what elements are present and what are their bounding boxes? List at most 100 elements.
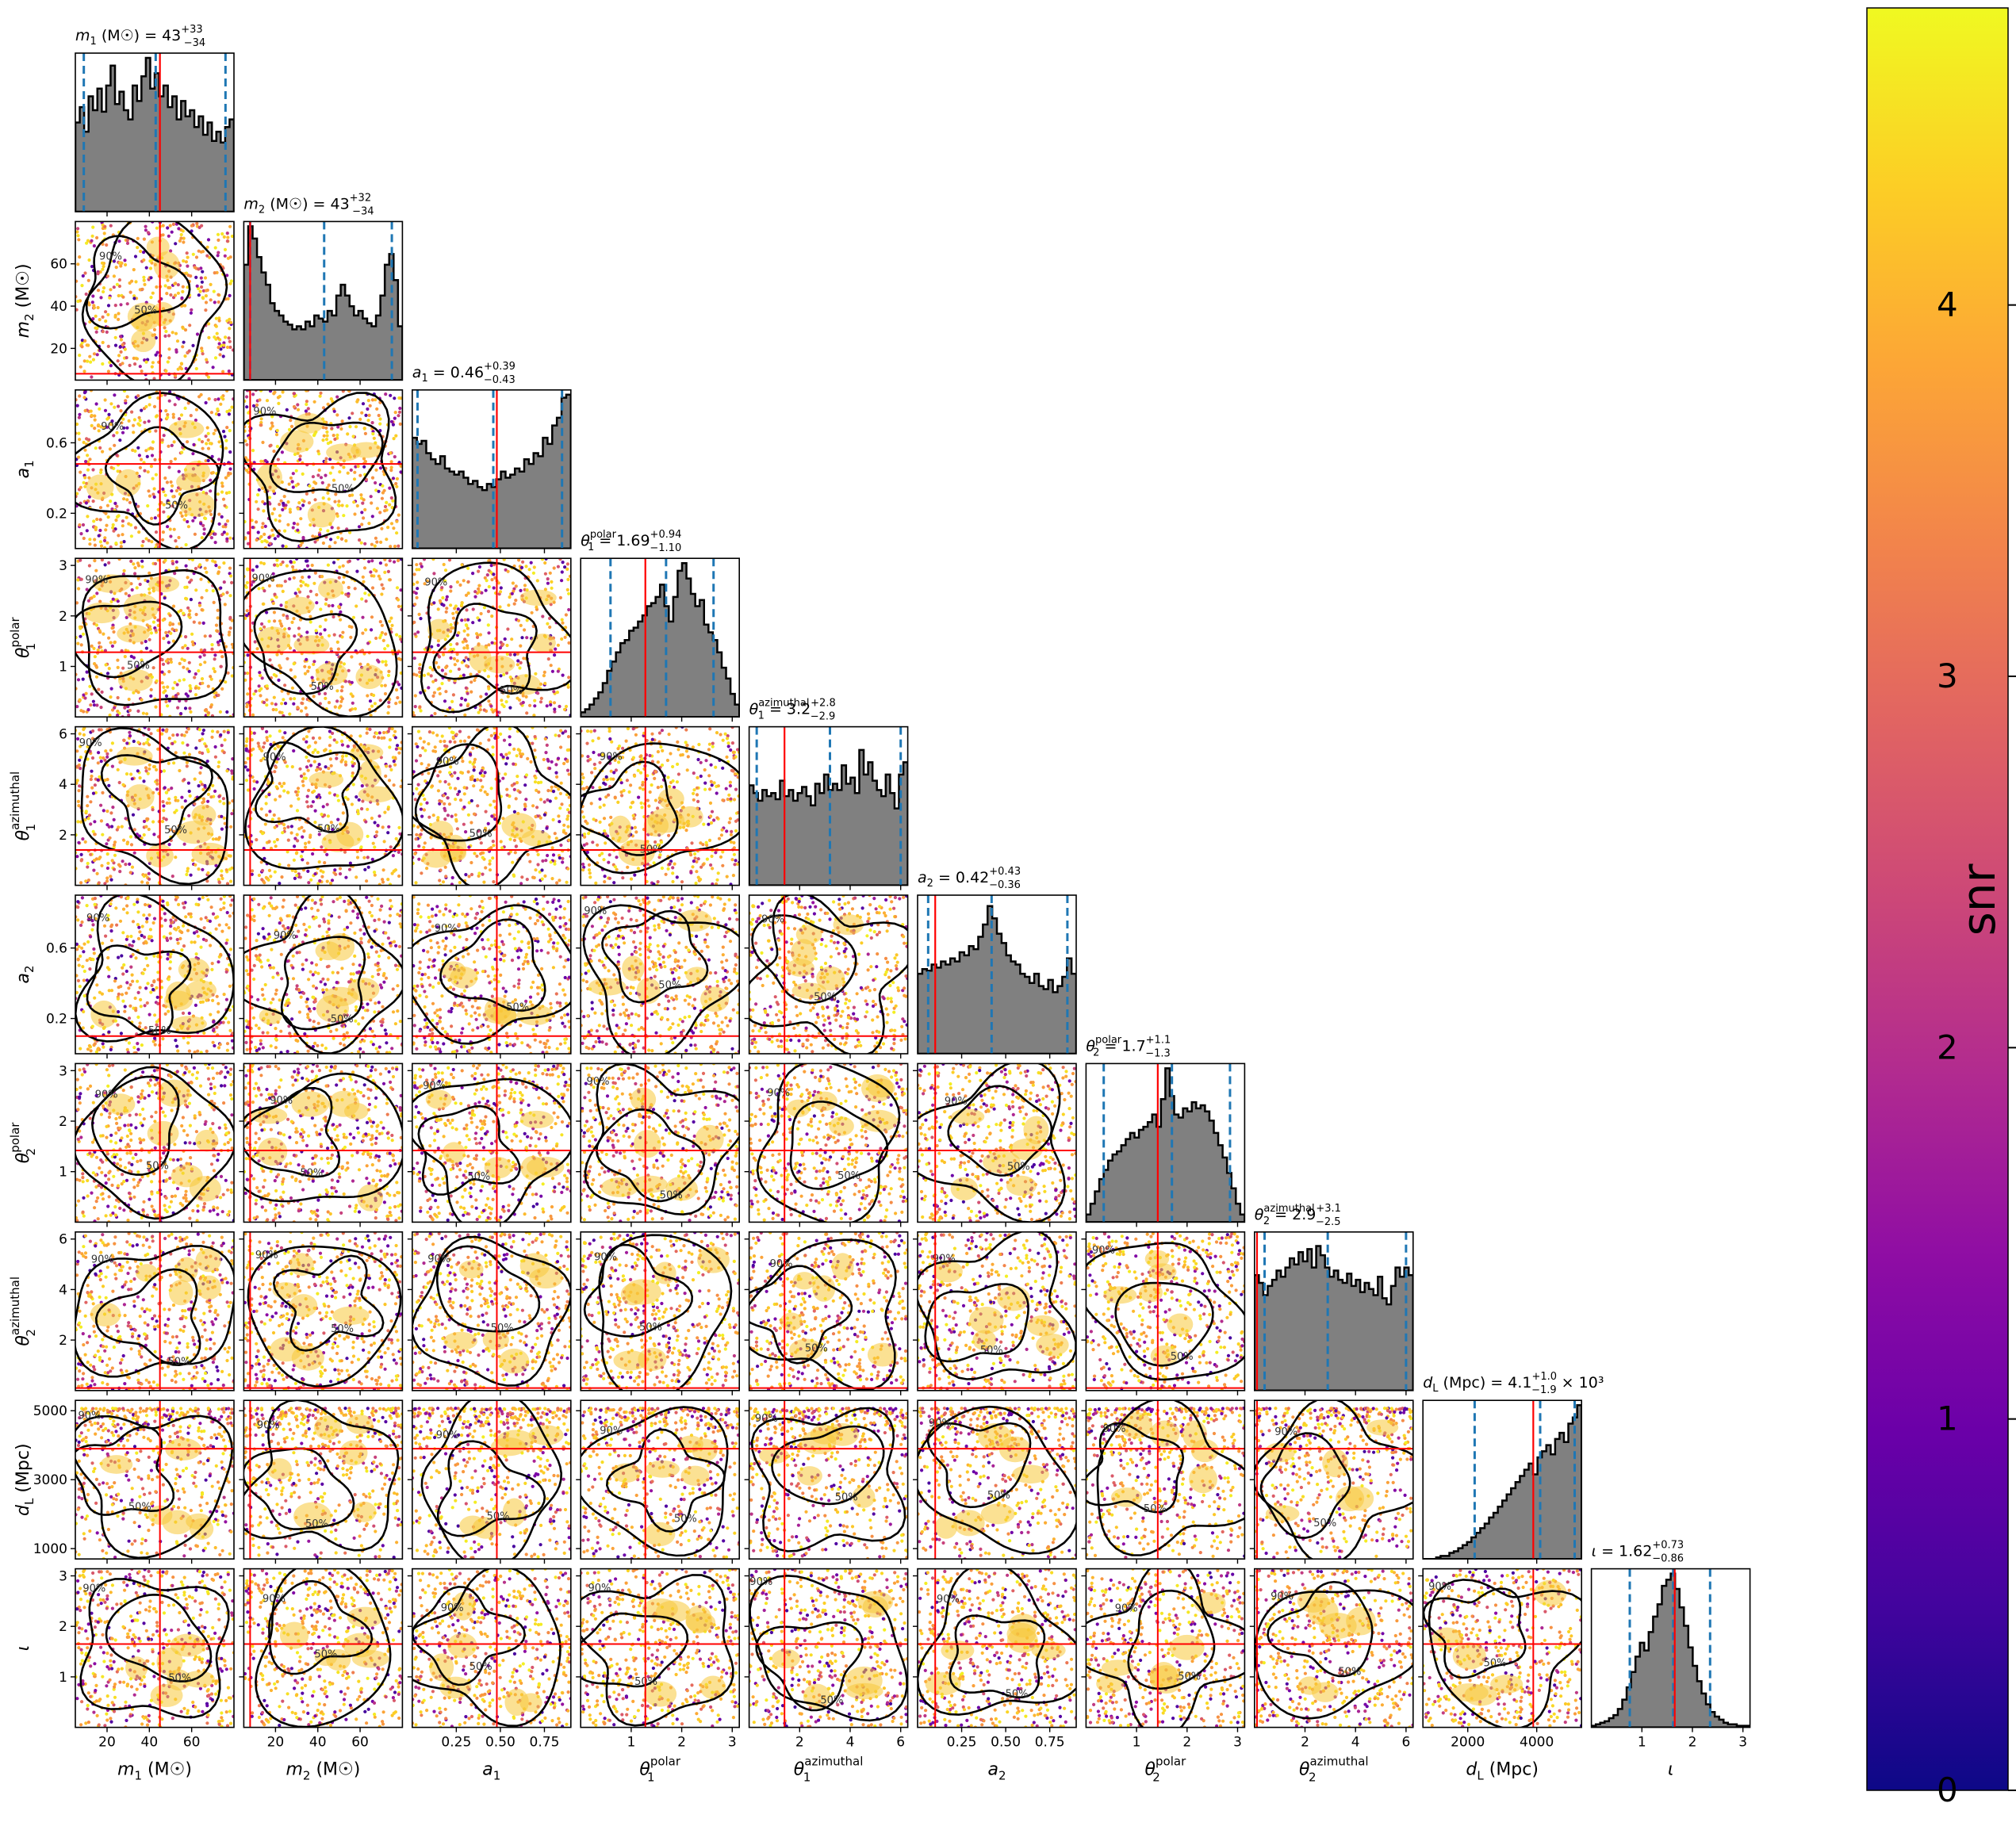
contour-label-50: 50% [168,1673,191,1685]
scatter-points [75,1231,234,1391]
panel-frame [917,1062,1077,1223]
y-axis-label-a2: a2 [13,965,36,983]
y-tick-label: 2 [59,828,67,844]
contour-90 [81,221,228,381]
contour-90 [420,561,571,714]
scatter-points [243,1231,403,1391]
contour-label-90: 90% [1103,1423,1126,1435]
panel-frame [411,389,572,549]
contour-90 [918,1568,1076,1716]
panel-frame [748,1062,909,1223]
contour-90 [81,568,228,706]
contour-50 [91,1075,180,1176]
contour-label-90: 90% [255,1250,278,1261]
contour-50 [255,741,361,833]
y-tick-label: 3 [59,1569,67,1585]
contour-50 [85,235,191,330]
contour-label-90: 90% [929,1418,952,1430]
panel-frame [580,1062,741,1223]
contour-50 [268,1579,374,1675]
contour-label-90: 90% [78,1410,101,1422]
contour-90 [750,1407,906,1552]
contour-90 [80,726,229,886]
contour-50 [605,1428,726,1533]
contour-label-90: 90% [82,1583,105,1594]
scatter-points [243,1568,403,1728]
y-tick-label: 4 [59,777,67,793]
panel-frame [917,1231,1077,1392]
y-axis-label-dL: dL (Mpc) [13,1443,36,1516]
contour-label-90: 90% [761,913,784,925]
scatter-panel-m1-vs-theta2_azimuthal: 50% 90% 2 4 6 [59,1231,235,1395]
contour-label-90: 90% [1115,1603,1138,1615]
contour-label-90: 90% [436,1430,459,1441]
contour-90 [581,1406,729,1557]
histogram-bars [1086,1067,1245,1223]
contour-label-50: 50% [332,483,355,495]
scatter-points [75,558,234,718]
scatter-points [412,1407,571,1560]
x-tick-label: 2000 [1451,1735,1485,1751]
contour-90 [79,1578,230,1719]
scatter-panel-m2-vs-theta1_polar: 50% 90% [239,557,404,722]
colorbar-label: snr [1952,863,2006,936]
contour-label-90: 90% [1092,1245,1115,1257]
contour-90 [749,1574,908,1722]
scatter-panel-a2-vs-dL: 50% 90% [913,1399,1077,1564]
scatter-points [581,1231,740,1391]
panel-frame [748,1231,909,1392]
colorbar-gradient [1866,7,2009,1791]
scatter-points [918,1407,1076,1560]
histogram-panel-iota: 1 2 3 [1590,1568,1751,1751]
x-tick-label: 20 [98,1735,116,1751]
scatter-points [75,895,234,1054]
scatter-panel-m1-vs-theta1_azimuthal: 50% 90% 2 4 6 [59,725,235,890]
scatter-points [75,221,234,381]
panel-frame [580,725,741,886]
contour-label-90: 90% [767,1087,790,1099]
histogram-bars [581,561,740,718]
contour-label-50: 50% [658,980,681,992]
histogram-bars [412,393,571,549]
histogram-panel-a1 [411,389,572,553]
scatter-panel-theta1_polar-vs-theta2_azimuthal: 50% 90% [576,1231,741,1395]
x-axis-label-a1: a1 [482,1760,500,1783]
panel-frame [1422,1399,1582,1560]
contour-label-90: 90% [587,1076,610,1088]
y-axis-label-iota: ι [13,1645,33,1651]
contour-90 [412,904,571,1045]
title-m2: m2 (M☉) = 43+32 −34 [243,192,374,217]
panel-frame [243,1568,404,1728]
x-tick-label: 6 [896,1735,905,1751]
contour-90 [75,392,224,549]
contour-50 [789,1101,889,1190]
y-tick-label: 2 [59,1333,67,1349]
contour-label-50: 50% [805,1342,828,1354]
histogram-bars [918,905,1076,1054]
scatter-panel-theta2_polar-vs-theta2_azimuthal: 50% 90% [1081,1231,1246,1395]
scatter-panel-a1-vs-theta2_polar: 50% 90% [407,1062,572,1227]
contour-90 [255,1568,392,1728]
scatter-points [918,1568,1076,1728]
title-theta1_polar: θpolar 1 = 1.69+0.94 −1.10 [581,529,681,554]
scatter-panel-theta1_polar-vs-dL: 50% 90% [576,1399,741,1564]
panel-frame [411,1568,572,1728]
y-axis-label-a1: a1 [13,460,36,478]
contour-50 [947,1085,1053,1177]
contour-50 [432,603,538,695]
contour-90 [412,1568,561,1728]
contour-label-90: 90% [945,1096,968,1108]
y-tick-label: 2 [59,1619,67,1635]
contour-90 [243,1072,403,1203]
contour-label-50: 50% [305,1518,328,1530]
scatter-points [75,1407,234,1560]
scatter-points [412,1063,571,1223]
contour-label-90: 90% [79,737,102,749]
histogram-bars [243,225,403,381]
scatter-points [749,895,908,1054]
x-tick-label: 0.50 [991,1735,1021,1751]
title-iota: ι = 1.62+0.73 −0.86 [1592,1540,1684,1565]
scatter-panel-m2-vs-dL: 50% 90% [239,1399,404,1564]
contour-label-50: 50% [1171,1351,1194,1363]
